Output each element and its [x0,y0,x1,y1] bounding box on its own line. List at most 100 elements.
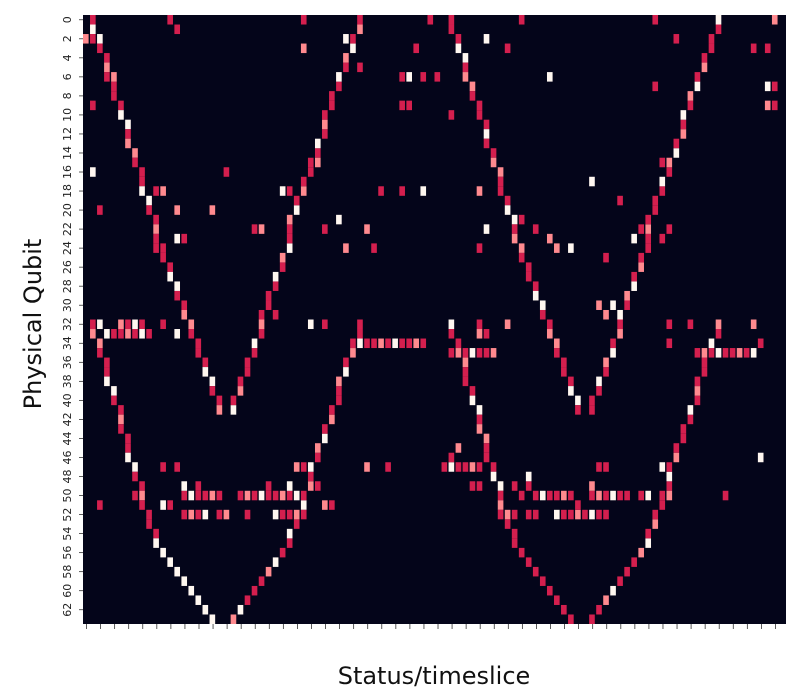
heatmap-cell [399,100,405,111]
heatmap-cell [554,595,560,605]
heatmap-cell [118,329,124,339]
heatmap-cell [286,224,293,234]
heatmap-cell [610,490,616,501]
heatmap-cell [589,490,595,501]
heatmap-cell [237,490,244,501]
heatmap-cell [216,509,223,520]
heatmap-cell [251,490,258,501]
heatmap-cell [174,205,181,215]
heatmap-cell [125,433,131,444]
heatmap-cell [659,176,666,187]
heatmap-cell [448,329,455,339]
y-tick-label: 10 [61,108,74,122]
heatmap-cell [589,481,595,491]
heatmap-cell [223,167,230,177]
heatmap-cell [314,157,321,168]
heatmap-cell [476,319,483,330]
heatmap-cell [153,528,159,539]
heatmap-cell [546,585,553,596]
heatmap-cell [314,452,321,463]
heatmap-cell [209,386,216,396]
heatmap-cell [617,195,623,206]
heatmap-cell [258,329,265,339]
heatmap-cell [307,462,314,472]
heatmap-cell [132,329,138,339]
heatmap-cell [666,157,673,168]
heatmap-cell [476,186,483,196]
heatmap-cell [476,405,483,415]
y-tick-label: 56 [61,546,74,560]
heatmap-cell [378,338,384,349]
heatmap-cell [322,129,328,139]
heatmap-cell [617,490,623,501]
heatmap-cell [322,110,328,120]
heatmap-cell [125,129,131,139]
heatmap-cell [504,319,511,330]
heatmap-cell [631,271,637,282]
heatmap-cell [673,443,680,453]
heatmap-cell [603,252,609,263]
heatmap-cell [575,500,581,510]
heatmap-cell [539,576,546,586]
heatmap-cell [399,186,405,196]
heatmap-cell [420,186,427,196]
heatmap-cell [525,509,532,520]
heatmap-cell [97,43,103,54]
heatmap-cell [202,357,209,368]
heatmap-cell [476,348,483,358]
heatmap-cell [652,15,659,25]
heatmap-cell [497,167,504,177]
heatmap-cell [230,614,237,624]
heatmap-cell [160,500,166,510]
heatmap-cell [139,500,145,510]
heatmap-cell [350,338,356,349]
heatmap-cell [673,34,680,44]
heatmap-cell [111,395,117,406]
heatmap-cell [209,490,216,501]
heatmap-cell [90,167,96,177]
heatmap-cell [666,167,673,177]
heatmap-cell [329,414,335,425]
heatmap-cell [216,395,223,406]
heatmap-cell [694,348,701,358]
heatmap-cell [188,329,195,339]
heatmap-cell [666,490,673,501]
heatmap-cell [589,176,595,187]
heatmap-cell [90,24,96,35]
heatmap-cell [596,386,602,396]
y-tick-label: 38 [61,374,74,388]
heatmap-cell [139,481,145,491]
heatmap-cell [272,557,279,567]
heatmap-cell [167,262,173,272]
heatmap-cell [448,462,455,472]
heatmap-cell [694,376,701,387]
heatmap-cell [132,319,138,330]
heatmap-cell [448,319,455,330]
heatmap-cell [202,490,209,501]
heatmap-cell [666,462,673,472]
heatmap-cell [300,462,307,472]
heatmap-cell [279,509,286,520]
heatmap-cell [279,490,286,501]
heatmap-cell [307,471,314,482]
heatmap-cell [568,509,574,520]
heatmap-cell [518,490,525,501]
heatmap-cell [736,348,743,358]
heatmap-cell [659,233,666,244]
heatmap-cell [406,100,412,111]
y-tick-label: 14 [61,146,74,160]
heatmap-cell [448,110,455,120]
heatmap-cell [715,24,722,35]
heatmap-cell [603,309,609,320]
heatmap-cell [118,414,124,425]
heatmap-cell [244,509,251,520]
y-tick-label: 26 [61,260,74,274]
heatmap-cell [680,433,687,444]
heatmap-cell [448,15,455,25]
y-tick-label: 42 [61,412,74,426]
heatmap-cell [174,329,181,339]
heatmap-cell [532,566,539,577]
heatmap-cell [589,395,595,406]
heatmap-cell [336,72,342,82]
